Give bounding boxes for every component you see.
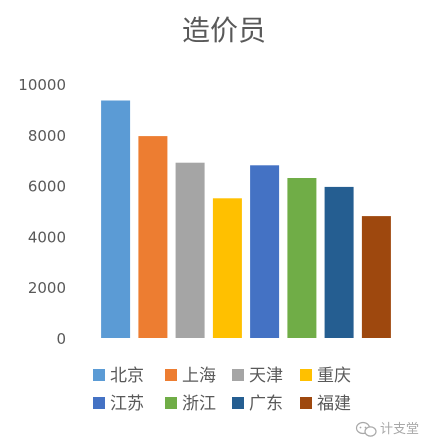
bar-8 [361, 216, 391, 338]
legend-label: 北京 [110, 366, 144, 386]
bar-series [101, 100, 391, 338]
watermark: 计支堂 [355, 421, 419, 437]
watermark-text: 计支堂 [380, 422, 419, 437]
legend-swatch [232, 397, 244, 409]
legend-label: 天津 [249, 366, 283, 386]
legend-swatch [93, 397, 105, 409]
legend-swatch [300, 397, 312, 409]
bar-1 [101, 100, 131, 338]
y-tick-label: 0 [56, 330, 66, 348]
legend-swatch [300, 369, 312, 381]
legend-entry: 浙江 [165, 394, 216, 414]
legend-entry: 重庆 [300, 366, 351, 386]
bar-3 [175, 162, 205, 338]
legend-entry: 天津 [232, 366, 283, 386]
bar-4 [212, 198, 242, 338]
bar-6 [287, 178, 317, 338]
bar-2 [138, 136, 168, 338]
legend-label: 重庆 [317, 366, 351, 386]
legend-entry: 福建 [300, 394, 351, 414]
legend-label: 江苏 [110, 394, 144, 414]
y-axis: 0 2000 4000 6000 8000 10000 [18, 76, 66, 348]
y-tick-label: 6000 [28, 178, 66, 196]
y-tick-label: 2000 [28, 279, 66, 297]
legend-entry: 广东 [232, 394, 283, 414]
legend-entry: 北京 [93, 366, 144, 386]
legend-swatch [93, 369, 105, 381]
y-tick-label: 4000 [28, 228, 66, 246]
wechat-bubble-icon [355, 421, 377, 437]
legend-label: 广东 [249, 394, 283, 414]
legend-swatch [165, 397, 177, 409]
legend-label: 上海 [182, 366, 216, 386]
y-tick-label: 8000 [28, 127, 66, 145]
bar-7 [324, 186, 354, 338]
legend-entry: 江苏 [93, 394, 144, 414]
legend-entry: 上海 [165, 366, 216, 386]
legend-label: 福建 [317, 394, 351, 414]
legend-swatch [165, 369, 177, 381]
legend-swatch [232, 369, 244, 381]
chart-title: 造价员 [182, 14, 266, 47]
bar-5 [250, 165, 280, 338]
chart-title-group: 造价员 [182, 14, 266, 47]
legend-label: 浙江 [182, 394, 216, 414]
y-tick-label: 10000 [18, 76, 66, 94]
